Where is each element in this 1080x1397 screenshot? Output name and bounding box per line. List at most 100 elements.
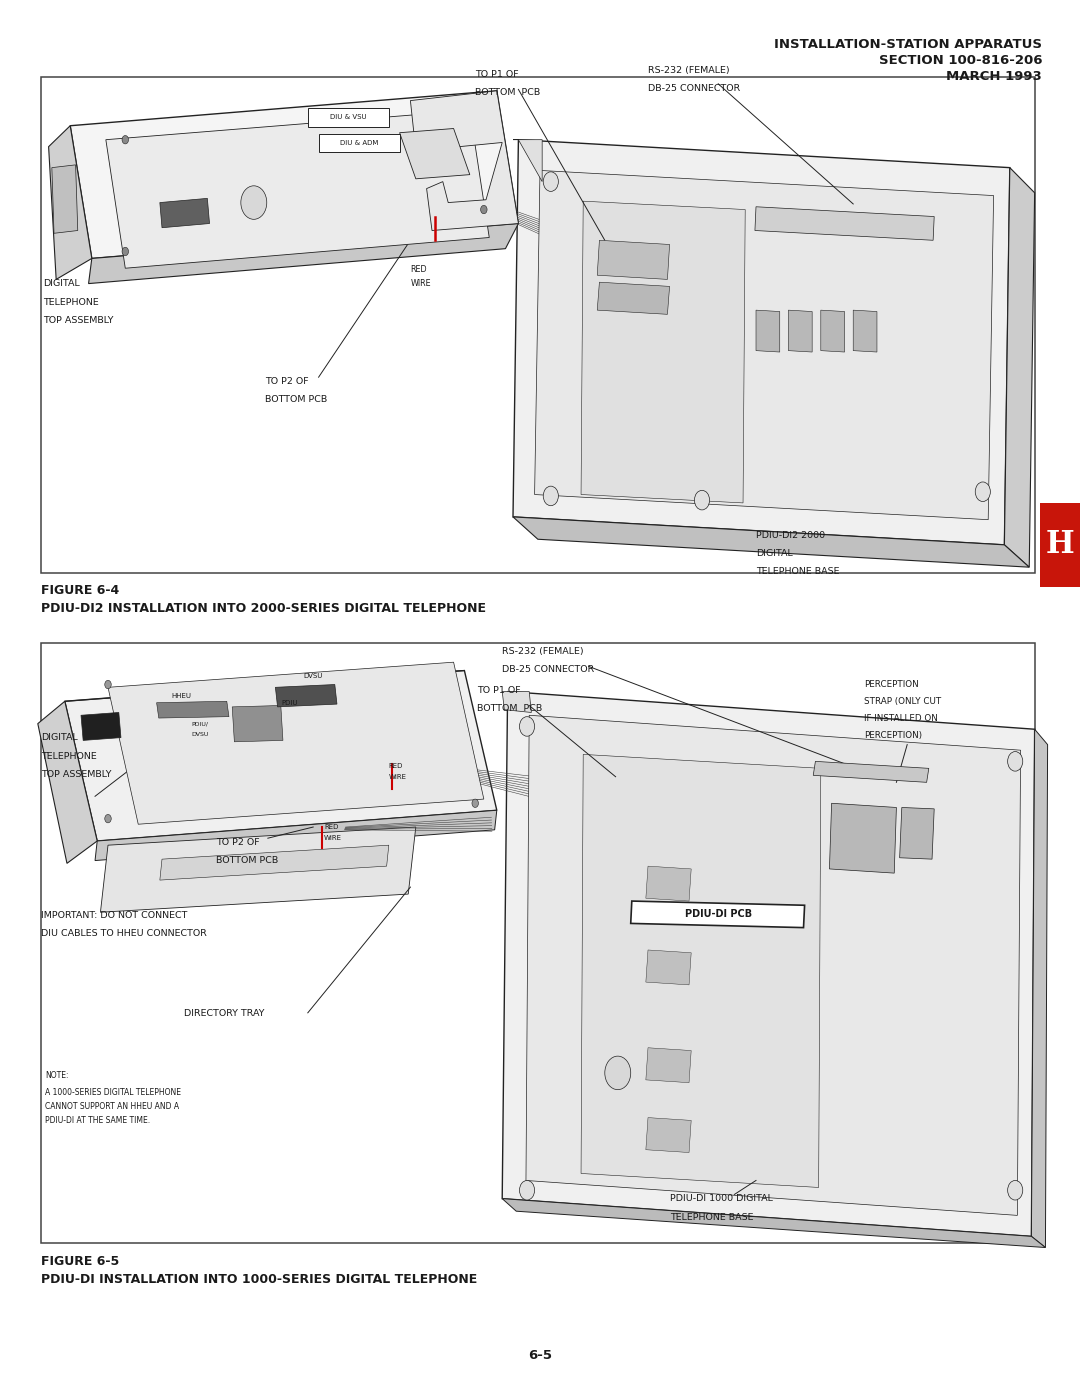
Text: DIGITAL: DIGITAL xyxy=(43,279,80,288)
Text: TELEPHONE: TELEPHONE xyxy=(43,298,99,306)
Text: DIU & ADM: DIU & ADM xyxy=(340,140,378,147)
Circle shape xyxy=(481,205,487,214)
Text: A 1000-SERIES DIGITAL TELEPHONE: A 1000-SERIES DIGITAL TELEPHONE xyxy=(45,1088,181,1097)
Text: WIRE: WIRE xyxy=(389,774,407,780)
Polygon shape xyxy=(275,685,337,707)
Text: DVSU: DVSU xyxy=(303,673,323,679)
FancyBboxPatch shape xyxy=(41,77,1035,573)
Text: TOP ASSEMBLY: TOP ASSEMBLY xyxy=(43,316,113,324)
Text: BOTTOM PCB: BOTTOM PCB xyxy=(265,395,327,404)
Text: DIU CABLES TO HHEU CONNECTOR: DIU CABLES TO HHEU CONNECTOR xyxy=(41,929,207,937)
Text: TO P1 OF: TO P1 OF xyxy=(475,70,518,78)
Text: PDIU-DI 1000 DIGITAL: PDIU-DI 1000 DIGITAL xyxy=(670,1194,772,1203)
Polygon shape xyxy=(756,310,780,352)
Polygon shape xyxy=(100,827,416,912)
Text: TO P2 OF: TO P2 OF xyxy=(216,838,259,847)
Text: RS-232 (FEMALE): RS-232 (FEMALE) xyxy=(648,66,730,74)
Circle shape xyxy=(122,136,129,144)
Text: TELEPHONE: TELEPHONE xyxy=(41,752,97,760)
Text: DIRECTORY TRAY: DIRECTORY TRAY xyxy=(184,1009,265,1017)
Text: INSTALLATION-STATION APPARATUS: INSTALLATION-STATION APPARATUS xyxy=(774,38,1042,50)
Text: STRAP (ONLY CUT: STRAP (ONLY CUT xyxy=(864,697,942,705)
Circle shape xyxy=(241,186,267,219)
Text: MARCH 1993: MARCH 1993 xyxy=(946,70,1042,82)
Polygon shape xyxy=(89,224,518,284)
Text: WIRE: WIRE xyxy=(324,835,342,841)
Polygon shape xyxy=(597,282,670,314)
Polygon shape xyxy=(513,140,542,182)
Polygon shape xyxy=(513,140,1010,545)
Text: TELEPHONE BASE: TELEPHONE BASE xyxy=(670,1213,753,1221)
Text: HHEU: HHEU xyxy=(172,693,191,698)
Polygon shape xyxy=(829,803,896,873)
Text: DIGITAL: DIGITAL xyxy=(756,549,793,557)
Text: NOTE:: NOTE: xyxy=(45,1071,69,1080)
Polygon shape xyxy=(108,662,484,824)
Polygon shape xyxy=(646,950,691,985)
Polygon shape xyxy=(1004,168,1035,567)
Circle shape xyxy=(105,680,111,689)
Text: 6-5: 6-5 xyxy=(528,1348,552,1362)
Polygon shape xyxy=(232,705,283,742)
Text: PDIU-DI2 INSTALLATION INTO 2000-SERIES DIGITAL TELEPHONE: PDIU-DI2 INSTALLATION INTO 2000-SERIES D… xyxy=(41,602,486,615)
Polygon shape xyxy=(65,671,497,841)
Text: PDIU/: PDIU/ xyxy=(191,721,208,726)
Polygon shape xyxy=(160,845,389,880)
Text: PDIU-DI2 2000: PDIU-DI2 2000 xyxy=(756,531,825,539)
Polygon shape xyxy=(646,1048,691,1083)
Polygon shape xyxy=(52,165,78,233)
Text: DVSU: DVSU xyxy=(191,732,208,738)
Circle shape xyxy=(122,247,129,256)
Polygon shape xyxy=(535,170,994,520)
Circle shape xyxy=(543,486,558,506)
Polygon shape xyxy=(597,240,670,279)
Polygon shape xyxy=(502,692,1035,1236)
FancyBboxPatch shape xyxy=(319,134,400,152)
Polygon shape xyxy=(157,701,229,718)
Polygon shape xyxy=(38,701,97,863)
Text: PDIU-DI AT THE SAME TIME.: PDIU-DI AT THE SAME TIME. xyxy=(45,1116,150,1125)
Polygon shape xyxy=(81,712,121,740)
Text: CANNOT SUPPORT AN HHEU AND A: CANNOT SUPPORT AN HHEU AND A xyxy=(45,1102,179,1111)
FancyBboxPatch shape xyxy=(308,108,389,127)
Polygon shape xyxy=(581,201,745,503)
Text: DB-25 CONNECTOR: DB-25 CONNECTOR xyxy=(648,84,740,92)
Polygon shape xyxy=(526,715,1021,1215)
Text: TELEPHONE BASE: TELEPHONE BASE xyxy=(756,567,839,576)
Text: RS-232 (FEMALE): RS-232 (FEMALE) xyxy=(502,647,584,655)
Circle shape xyxy=(472,799,478,807)
Circle shape xyxy=(694,490,710,510)
Polygon shape xyxy=(410,91,518,231)
Polygon shape xyxy=(513,517,1029,567)
Text: SECTION 100-816-206: SECTION 100-816-206 xyxy=(879,53,1042,67)
Text: PERCEPTION: PERCEPTION xyxy=(864,680,919,689)
Circle shape xyxy=(519,1180,535,1200)
Polygon shape xyxy=(106,110,489,268)
Polygon shape xyxy=(853,310,877,352)
Text: TOP ASSEMBLY: TOP ASSEMBLY xyxy=(41,770,111,778)
Text: RED: RED xyxy=(389,763,403,768)
Text: DIGITAL: DIGITAL xyxy=(41,733,78,742)
Polygon shape xyxy=(160,198,210,228)
Polygon shape xyxy=(646,866,691,901)
Polygon shape xyxy=(1031,729,1048,1248)
Text: WIRE: WIRE xyxy=(410,279,431,288)
FancyBboxPatch shape xyxy=(1040,503,1080,587)
Polygon shape xyxy=(788,310,812,352)
Polygon shape xyxy=(502,1199,1045,1248)
Polygon shape xyxy=(49,126,92,279)
Text: BOTTOM  PCB: BOTTOM PCB xyxy=(477,704,542,712)
Text: FIGURE 6-5: FIGURE 6-5 xyxy=(41,1255,119,1267)
Circle shape xyxy=(543,172,558,191)
Polygon shape xyxy=(813,761,929,782)
Polygon shape xyxy=(400,129,470,179)
Text: IMPORTANT: DO NOT CONNECT: IMPORTANT: DO NOT CONNECT xyxy=(41,911,188,919)
Polygon shape xyxy=(502,692,531,712)
Polygon shape xyxy=(821,310,845,352)
Polygon shape xyxy=(646,1118,691,1153)
Circle shape xyxy=(605,1056,631,1090)
Text: PDIU-DI PCB: PDIU-DI PCB xyxy=(685,908,752,919)
Polygon shape xyxy=(631,901,805,928)
Text: TO P2 OF: TO P2 OF xyxy=(265,377,308,386)
Text: PDIU-DI INSTALLATION INTO 1000-SERIES DIGITAL TELEPHONE: PDIU-DI INSTALLATION INTO 1000-SERIES DI… xyxy=(41,1273,477,1285)
